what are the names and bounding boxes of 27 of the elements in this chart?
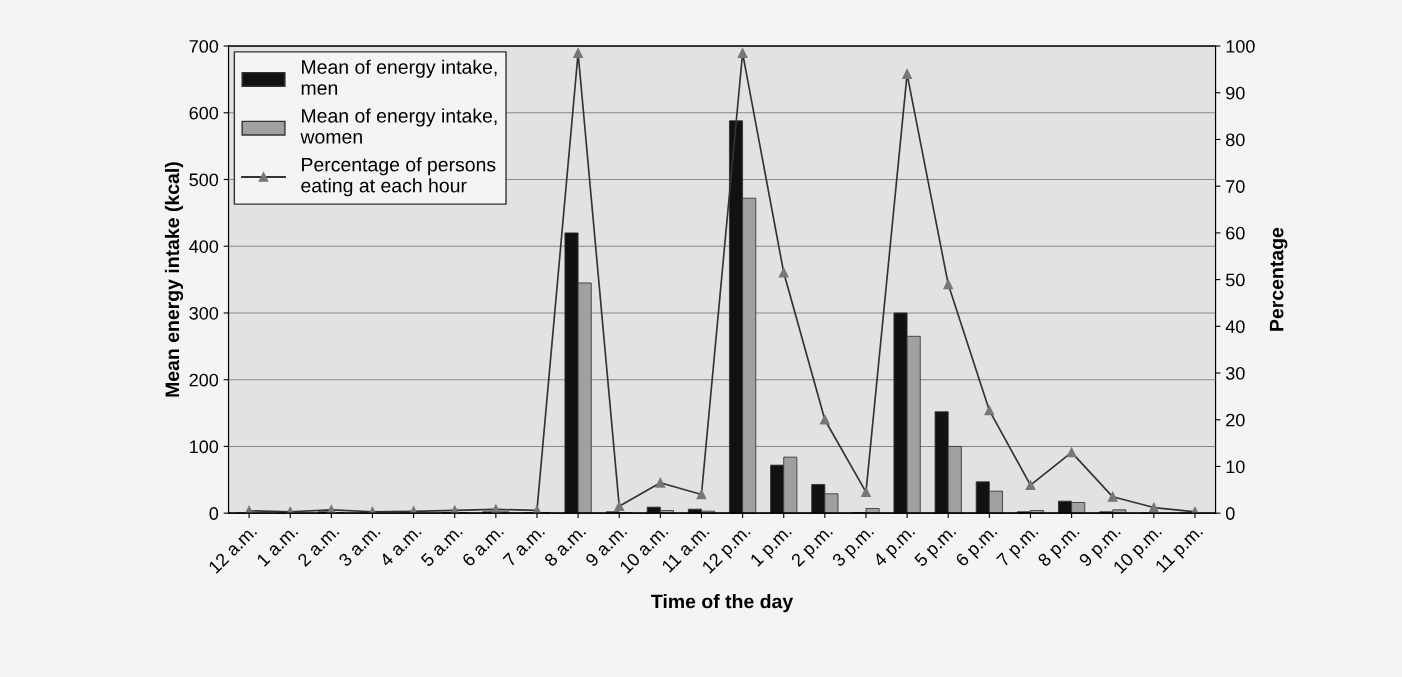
y2-tick-label: 90 — [1226, 86, 1245, 100]
y-tick-label: 500 — [189, 173, 219, 187]
legend-label: Mean of energy intake, women — [300, 108, 497, 144]
y-tick-label: 100 — [190, 440, 219, 454]
y-tick-label: 200 — [189, 373, 219, 387]
y2-tick-label: 70 — [1226, 180, 1245, 193]
y2-tick-label: 40 — [1225, 320, 1245, 334]
legend-label: Percentage of persons eating at each hour — [301, 157, 496, 197]
y2-tick-label: 10 — [1226, 460, 1245, 474]
y2-tick-label: 80 — [1226, 133, 1245, 147]
y2-tick-label: 20 — [1226, 413, 1245, 427]
x-axis-title: Time of the day — [651, 594, 794, 613]
y-tick-label: 0 — [209, 507, 219, 520]
y-axis-title: Mean energy intake (kcal) — [164, 162, 184, 397]
x-tick-label: 12 a.m. — [207, 524, 258, 574]
y2-tick-label: 60 — [1226, 226, 1245, 240]
y-tick-label: 600 — [189, 106, 219, 120]
x-tick-label: 1 a.m. — [256, 524, 299, 567]
y-tick-label: 400 — [189, 240, 219, 253]
y2-tick-label: 50 — [1225, 273, 1245, 287]
y-tick-label: 700 — [189, 39, 219, 53]
legend-label: Mean of energy intake, men — [301, 59, 497, 95]
y2-tick-label: 0 — [1225, 507, 1235, 520]
y2-tick-label: 100 — [1226, 39, 1255, 53]
y2-axis-title: Percentage — [1269, 227, 1288, 331]
y-tick-label: 300 — [189, 306, 219, 320]
y2-tick-label: 30 — [1225, 366, 1245, 380]
